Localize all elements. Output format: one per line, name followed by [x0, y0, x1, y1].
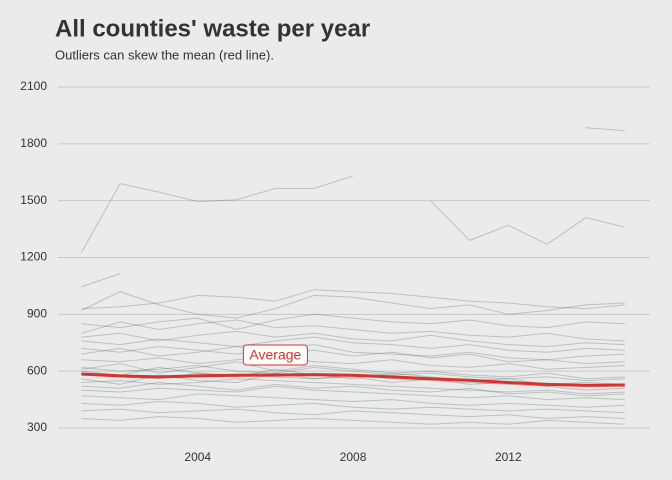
x-tick-label: 2004	[184, 450, 211, 464]
county-line	[81, 355, 625, 370]
county-line	[81, 385, 625, 401]
county-line	[81, 393, 625, 408]
county-line	[81, 361, 625, 380]
series-label-text: Average	[249, 347, 301, 363]
y-tick-label: 1200	[20, 250, 47, 264]
series-label: Average	[242, 344, 308, 366]
county-line	[81, 319, 625, 342]
y-tick-label: 600	[27, 363, 47, 377]
y-tick-label: 1500	[20, 193, 47, 207]
x-tick-label: 2012	[495, 450, 522, 464]
county-line	[585, 127, 625, 132]
average-line	[81, 372, 625, 387]
x-tick-label: 2008	[340, 450, 367, 464]
county-line	[81, 313, 625, 331]
label-box	[242, 344, 308, 366]
county-line	[81, 345, 625, 365]
county-line	[81, 381, 625, 397]
y-tick-label: 300	[27, 420, 47, 434]
y-tick-label: 900	[27, 307, 47, 321]
county-line	[81, 364, 625, 382]
county-line	[81, 289, 625, 310]
county-line	[81, 344, 625, 361]
county-line	[81, 273, 121, 288]
y-tick-label: 2100	[20, 79, 47, 93]
county-line	[81, 408, 625, 420]
county-line	[81, 416, 625, 425]
chart-subtitle: Outliers can skew the mean (red line).	[55, 47, 274, 62]
county-line	[81, 330, 625, 348]
county-line	[81, 378, 625, 395]
chart-title: All counties' waste per year	[55, 15, 370, 42]
county-line	[80, 175, 625, 254]
county-line	[81, 291, 625, 319]
county-line	[81, 336, 625, 353]
y-tick-label: 1800	[20, 136, 47, 150]
county-line	[81, 400, 625, 414]
